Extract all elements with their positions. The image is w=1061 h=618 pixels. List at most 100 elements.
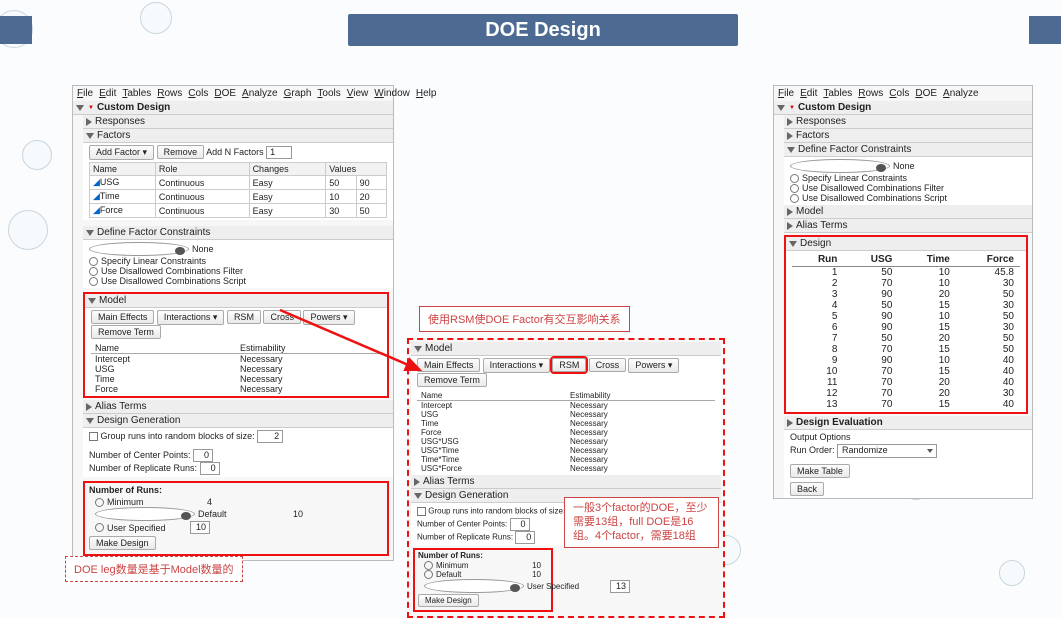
model-btn-cross[interactable]: Cross bbox=[589, 358, 627, 372]
runs-minimum[interactable]: Minimum10 bbox=[418, 561, 548, 570]
remove-factor-button[interactable]: Remove bbox=[157, 145, 205, 159]
menu-tools[interactable]: Tools bbox=[317, 88, 340, 99]
section-alias-mid[interactable]: Alias Terms bbox=[411, 475, 721, 489]
group-runs-label: Group runs into random blocks of size: bbox=[101, 431, 255, 441]
menu-analyze[interactable]: Analyze bbox=[943, 88, 979, 99]
factors-table[interactable]: NameRoleChangesValues◢USGContinuousEasy5… bbox=[89, 162, 387, 218]
menu-doe[interactable]: DOE bbox=[214, 88, 236, 99]
runs-user-specified[interactable]: User Specified13 bbox=[418, 579, 548, 593]
model-btn-cross[interactable]: Cross bbox=[263, 310, 301, 324]
run-order-label: Run Order: bbox=[790, 445, 835, 455]
model-btn-rsm[interactable]: RSM bbox=[227, 310, 261, 324]
menu-rows[interactable]: Rows bbox=[858, 88, 883, 99]
section-alias-r[interactable]: Alias Terms bbox=[784, 219, 1032, 233]
design-redbox-right: Design RunUSGTimeForce1501045.8270103039… bbox=[784, 235, 1028, 414]
section-factors[interactable]: Factors bbox=[83, 129, 393, 143]
menu-doe[interactable]: DOE bbox=[915, 88, 937, 99]
menu-view[interactable]: View bbox=[347, 88, 369, 99]
number-of-runs-label: Number of Runs: bbox=[85, 483, 387, 497]
menu-graph[interactable]: Graph bbox=[284, 88, 312, 99]
make-design-button-left[interactable]: Make Design bbox=[89, 536, 156, 550]
model-list-left[interactable]: NameEstimabilityInterceptNecessaryUSGNec… bbox=[91, 343, 381, 394]
model-btn-remove-term[interactable]: Remove Term bbox=[417, 373, 487, 387]
back-button[interactable]: Back bbox=[790, 482, 824, 496]
middle-dashed-panel: Model Main Effects Interactions ▾ RSM Cr… bbox=[407, 338, 725, 618]
section-model-r[interactable]: Model bbox=[784, 205, 1032, 219]
add-n-factors-input[interactable]: 1 bbox=[266, 146, 292, 159]
run-order-select[interactable]: Randomize bbox=[837, 444, 937, 458]
section-alias-left[interactable]: Alias Terms bbox=[83, 400, 393, 414]
constraint-0[interactable]: None bbox=[784, 159, 1032, 173]
menu-file[interactable]: File bbox=[778, 88, 794, 99]
menu-rows[interactable]: Rows bbox=[157, 88, 182, 99]
model-btn-rsm[interactable]: RSM bbox=[552, 358, 586, 372]
design-table[interactable]: RunUSGTimeForce1501045.82701030390205045… bbox=[792, 253, 1020, 410]
runs-redbox-mid: Number of Runs: Minimum10Default10User S… bbox=[413, 548, 553, 612]
model-btn-main-effects[interactable]: Main Effects bbox=[91, 310, 154, 324]
model-list-mid[interactable]: NameEstimabilityInterceptNecessaryUSGNec… bbox=[417, 391, 715, 473]
runs-user-specified[interactable]: User Specified10 bbox=[89, 521, 383, 534]
menu-cols[interactable]: Cols bbox=[889, 88, 909, 99]
add-n-factors-label: Add N Factors bbox=[206, 147, 264, 157]
make-design-button-mid[interactable]: Make Design bbox=[418, 594, 479, 607]
menu-tables[interactable]: Tables bbox=[823, 88, 852, 99]
menu-cols[interactable]: Cols bbox=[188, 88, 208, 99]
model-btn-remove-term[interactable]: Remove Term bbox=[91, 325, 161, 339]
section-constraints[interactable]: Define Factor Constraints bbox=[83, 226, 393, 240]
add-factor-button[interactable]: Add Factor ▾ bbox=[89, 145, 154, 160]
model-btn-interactions[interactable]: Interactions ▾ bbox=[157, 310, 225, 325]
section-responses[interactable]: Responses bbox=[83, 115, 393, 129]
section-design-r[interactable]: Design bbox=[786, 237, 1026, 251]
section-design-eval[interactable]: Design Evaluation bbox=[784, 416, 1032, 430]
runs-minimum[interactable]: Minimum4 bbox=[89, 497, 383, 507]
constraint-1[interactable]: Specify Linear Constraints bbox=[83, 256, 393, 266]
output-options-label: Output Options bbox=[790, 432, 1026, 442]
replicate-runs-label: Number of Replicate Runs: bbox=[89, 463, 197, 473]
constraint-1[interactable]: Specify Linear Constraints bbox=[784, 173, 1032, 183]
block-size-input[interactable]: 2 bbox=[257, 430, 283, 443]
model-redbox-left: Model Main Effects Interactions ▾ RSM Cr… bbox=[83, 292, 389, 398]
right-panel: File Edit Tables Rows Cols DOE Analyze ▼Custom… bbox=[773, 85, 1033, 499]
section-custom-design-r[interactable]: ▼Custom Design bbox=[774, 101, 1032, 115]
menu-edit[interactable]: Edit bbox=[99, 88, 116, 99]
section-model-left[interactable]: Model bbox=[85, 294, 387, 308]
menu-tables[interactable]: Tables bbox=[122, 88, 151, 99]
section-model-mid[interactable]: Model bbox=[411, 342, 721, 356]
menubar-left[interactable]: File Edit Tables Rows Cols DOE Analyze Graph Too… bbox=[73, 86, 393, 101]
runs-redbox-left: Number of Runs: Minimum4Default10User Sp… bbox=[83, 481, 389, 556]
section-responses-r[interactable]: Responses bbox=[784, 115, 1032, 129]
constraint-3[interactable]: Use Disallowed Combinations Script bbox=[83, 276, 393, 286]
group-runs-checkbox-mid[interactable] bbox=[417, 507, 426, 516]
center-points-input[interactable]: 0 bbox=[193, 449, 213, 462]
replicate-runs-input-mid[interactable]: 0 bbox=[515, 531, 535, 544]
runs-default[interactable]: Default10 bbox=[89, 507, 383, 521]
model-btn-interactions[interactable]: Interactions ▾ bbox=[483, 358, 551, 373]
model-buttons-left: Main Effects Interactions ▾ RSM Cross Po… bbox=[85, 308, 387, 341]
model-btn-powers[interactable]: Powers ▾ bbox=[303, 310, 354, 325]
make-table-button[interactable]: Make Table bbox=[790, 464, 850, 478]
model-btn-powers[interactable]: Powers ▾ bbox=[628, 358, 679, 373]
menubar-right[interactable]: File Edit Tables Rows Cols DOE Analyze bbox=[774, 86, 1032, 101]
constraint-2[interactable]: Use Disallowed Combinations Filter bbox=[83, 266, 393, 276]
constraint-3[interactable]: Use Disallowed Combinations Script bbox=[784, 193, 1032, 203]
center-points-input-mid[interactable]: 0 bbox=[510, 518, 530, 531]
menu-edit[interactable]: Edit bbox=[800, 88, 817, 99]
menu-window[interactable]: Window bbox=[374, 88, 410, 99]
slide-title: DOE Design bbox=[348, 14, 738, 46]
section-factors-r[interactable]: Factors bbox=[784, 129, 1032, 143]
runs-default[interactable]: Default10 bbox=[418, 570, 548, 579]
replicate-runs-input[interactable]: 0 bbox=[200, 462, 220, 475]
section-constraints-r[interactable]: Define Factor Constraints bbox=[784, 143, 1032, 157]
menu-analyze[interactable]: Analyze bbox=[242, 88, 278, 99]
titlebar-accent-left bbox=[0, 16, 32, 44]
constraint-0[interactable]: None bbox=[83, 242, 393, 256]
constraint-2[interactable]: Use Disallowed Combinations Filter bbox=[784, 183, 1032, 193]
menu-help[interactable]: Help bbox=[416, 88, 437, 99]
menu-file[interactable]: File bbox=[77, 88, 93, 99]
group-runs-checkbox[interactable] bbox=[89, 432, 98, 441]
section-design-gen-left[interactable]: Design Generation bbox=[83, 414, 393, 428]
center-points-label: Number of Center Points: bbox=[89, 450, 191, 460]
section-custom-design[interactable]: ▼Custom Design bbox=[73, 101, 393, 115]
model-btn-main-effects[interactable]: Main Effects bbox=[417, 358, 480, 372]
callout-rsm: 使用RSM使DOE Factor有交互影响关系 bbox=[419, 306, 630, 332]
